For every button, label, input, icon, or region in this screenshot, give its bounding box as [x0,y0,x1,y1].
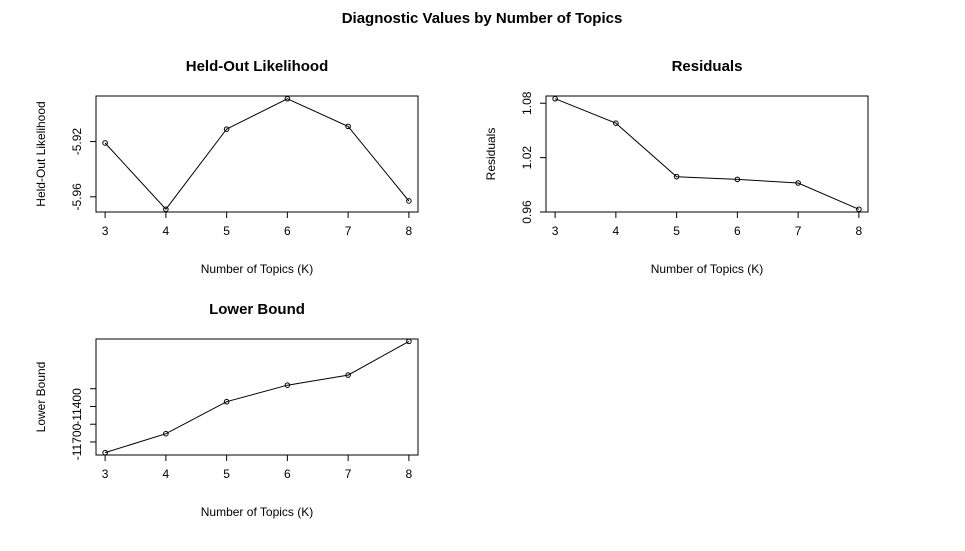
plot-frame [95,338,419,456]
data-point [406,338,412,345]
panel-title: Lower Bound [209,301,305,318]
data-point [856,206,862,213]
data-point [284,382,291,388]
y-tick-label: -11400 [70,388,84,425]
x-tick-label: 6 [284,467,291,481]
panel-title: Residuals [672,58,743,75]
x-axis-label: Number of Topics (K) [651,262,763,276]
data-point [284,95,291,102]
data-point [734,176,741,183]
y-tick-label: -11700 [70,423,84,460]
data-point [163,206,169,213]
x-tick-label: 8 [856,224,863,238]
x-tick-label: 3 [552,224,559,238]
plot-area: 3 4 5 6 7 8 -5.96 -5.92 [70,95,413,238]
x-tick-label: 5 [223,467,230,481]
x-tick-label: 7 [345,467,352,481]
x-tick-label: 5 [673,224,680,238]
y-tick-label: -5.96 [70,183,84,211]
series-line [554,98,860,210]
panel-title: Held-Out Likelihood [186,58,329,75]
main-title: Diagnostic Values by Number of Topics [342,10,623,27]
y-axis-label: Residuals [484,128,498,181]
y-tick-label: 1.02 [520,146,534,170]
data-point [345,123,351,130]
plot-frame [545,95,869,213]
x-tick-label: 6 [284,224,291,238]
y-axis-label: Lower Bound [34,362,48,433]
x-tick-label: 4 [163,467,170,481]
x-tick-label: 4 [163,224,170,238]
x-axis-label: Number of Topics (K) [201,262,313,276]
x-axis-label: Number of Topics (K) [201,505,313,519]
data-point [613,120,619,126]
series-line [104,98,410,210]
x-tick-label: 4 [613,224,620,238]
data-point [223,126,230,132]
data-point [673,173,680,180]
x-tick-label: 3 [102,224,109,238]
x-tick-label: 7 [795,224,802,238]
x-tick-label: 7 [345,224,352,238]
data-point [406,198,412,204]
data-point [102,140,108,146]
data-point [102,449,108,456]
x-tick-label: 6 [734,224,741,238]
x-tick-label: 3 [102,467,109,481]
y-tick-label: 1.08 [520,91,534,115]
x-tick-label: 5 [223,224,230,238]
data-point [345,372,351,378]
x-tick-label: 8 [406,224,413,238]
panel-held-out-likelihood: Held-Out Likelihood Number of Topics (K)… [34,58,419,276]
plot-area: 3 4 5 6 7 8 0.96 1.02 1.08 [520,91,863,238]
y-tick-label: 0.96 [520,200,534,224]
panel-residuals: Residuals Number of Topics (K) Residuals… [484,58,869,276]
data-point [223,398,230,405]
data-point [552,95,558,102]
y-axis-label: Held-Out Likelihood [34,101,48,206]
series-line [104,340,410,454]
data-point [795,180,801,186]
data-point [163,430,169,437]
y-tick-label: -5.92 [70,128,84,156]
x-tick-label: 8 [406,467,413,481]
plot-area: 3 4 5 6 7 8 -11700-11400 [70,338,413,481]
panel-lower-bound: Lower Bound Number of Topics (K) Lower B… [34,301,419,519]
